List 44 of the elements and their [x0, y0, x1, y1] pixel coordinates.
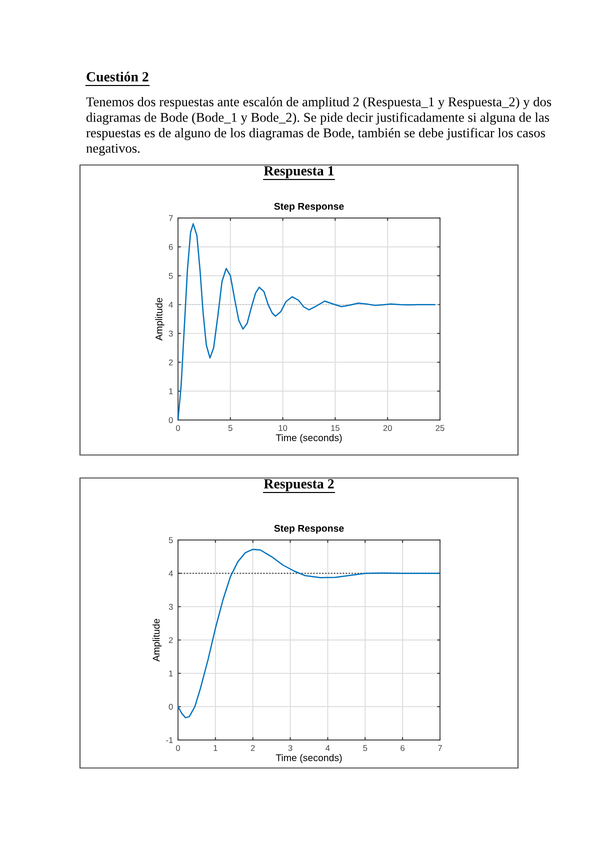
y-tick-label: -1	[166, 737, 173, 744]
y-tick-label: 6	[168, 244, 173, 250]
x-tick-label: 20	[383, 425, 392, 431]
chart-title: Respuesta 2	[264, 479, 334, 492]
x-axis-title: Time (seconds)	[276, 754, 342, 764]
x-tick-label: 10	[278, 425, 288, 431]
text: respuestas es de alguno de los diagramas de Bode, también se debe justificar los casos	[86, 128, 546, 140]
y-tick-label: 5	[168, 537, 173, 544]
y-tick-label: 1	[169, 388, 173, 394]
x-tick-label: 3	[288, 745, 292, 751]
x-axis-title: Time (seconds)	[276, 434, 342, 444]
chart-subtitle: Step Response	[274, 202, 344, 212]
x-tick-label: 6	[400, 745, 405, 751]
x-tick-label: 4	[326, 745, 330, 751]
y-tick-label: 2	[168, 359, 173, 366]
x-tick-label: 5	[228, 425, 232, 431]
y-axis-title: Amplitude	[155, 298, 164, 341]
x-tick-label: 5	[363, 745, 368, 751]
x-tick-label: 15	[331, 425, 340, 431]
y-tick-label: 0	[168, 704, 173, 710]
y-axis-title: Amplitude	[152, 618, 162, 662]
x-tick-label: 0	[176, 425, 180, 431]
line-series	[178, 223, 436, 420]
y-tick-label: 4	[168, 302, 173, 308]
x-tick-label: 2	[250, 745, 255, 751]
x-tick-label: 0	[176, 745, 180, 751]
x-tick-label: 25	[436, 425, 444, 431]
line-series	[178, 548, 440, 718]
text: diagramas de Bode (Bode_1 y Bode_2). Se pide decir justificadamente si alguna de las	[86, 112, 550, 125]
chart-title: Respuesta 1	[264, 166, 334, 178]
y-tick-label: 0	[168, 417, 173, 424]
chart-subtitle: Step Response	[274, 524, 344, 534]
y-tick-label: 5	[168, 273, 173, 279]
x-tick-label: 1	[214, 745, 218, 751]
x-tick-label: 7	[438, 745, 442, 751]
y-tick-label: 1	[169, 670, 173, 676]
y-tick-label: 4	[168, 570, 173, 576]
y-tick-label: 3	[168, 604, 173, 610]
y-tick-label: 2	[168, 637, 173, 644]
text: Tenemos dos respuestas ante escalón de amplitud 2 (Respuesta_1 y Respuesta_2) y dos	[86, 96, 552, 110]
y-tick-label: 7	[168, 215, 173, 222]
text: negativos.	[86, 144, 140, 156]
text: Cuestión 2	[86, 72, 148, 82]
y-tick-label: 3	[168, 330, 173, 337]
